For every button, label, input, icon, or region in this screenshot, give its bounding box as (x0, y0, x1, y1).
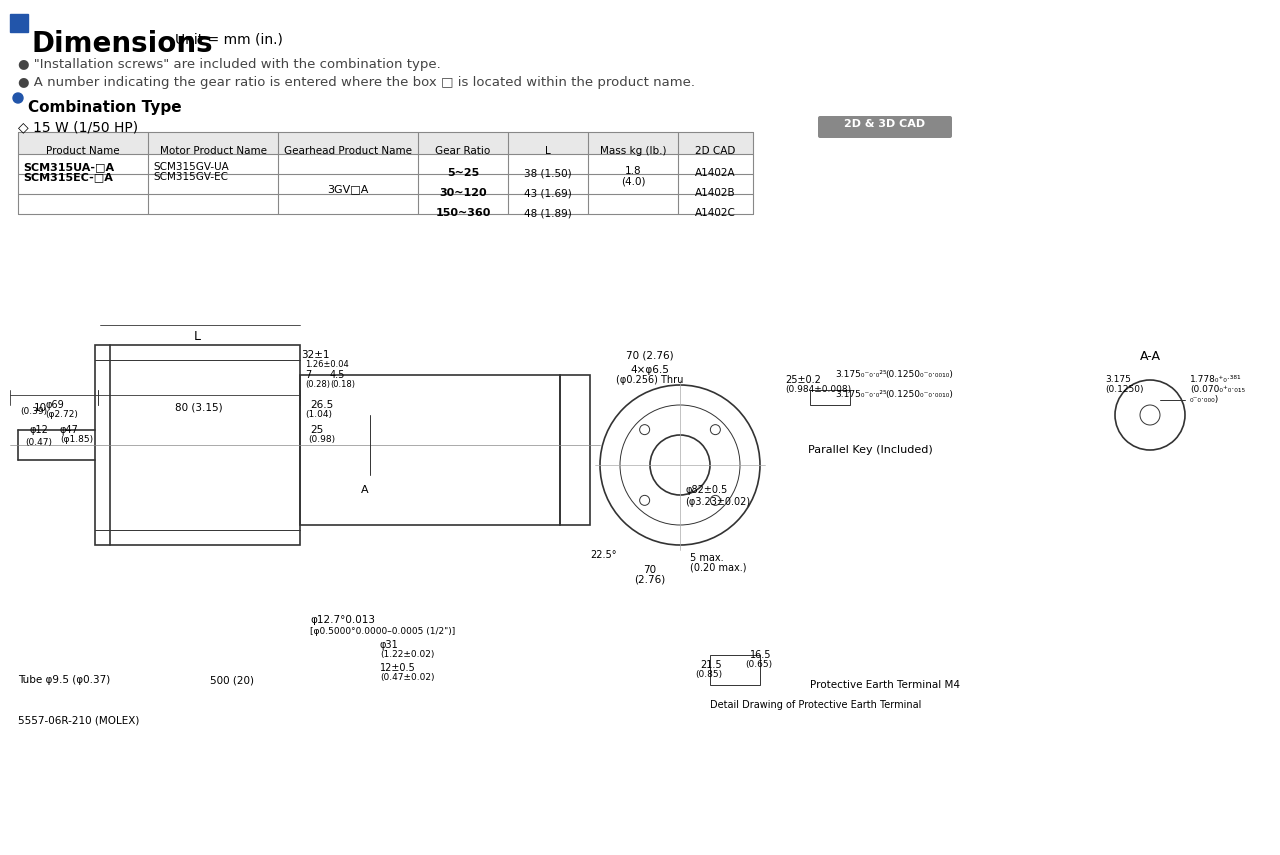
Text: SCM315UA-□A: SCM315UA-□A (23, 162, 114, 172)
Bar (810, 390, 850, 405)
Text: Detail Drawing of Protective Earth Terminal: Detail Drawing of Protective Earth Termi… (710, 700, 922, 710)
Text: (0.85): (0.85) (695, 670, 722, 679)
Text: 32±1: 32±1 (301, 350, 329, 360)
Bar (300, 375, 561, 525)
Text: (2.76): (2.76) (635, 575, 666, 585)
Text: 3GV□A: 3GV□A (328, 184, 369, 194)
Text: 150~360: 150~360 (435, 208, 490, 218)
Text: (0.1250₀⁻₀·₀₀₁₀): (0.1250₀⁻₀·₀₀₁₀) (884, 370, 952, 379)
Text: (0.1250): (0.1250) (1105, 385, 1143, 394)
Text: 1.778₀⁺₀·³⁸¹: 1.778₀⁺₀·³⁸¹ (1190, 375, 1242, 384)
Text: Product Name: Product Name (46, 146, 120, 156)
Text: (φ0.256) Thru: (φ0.256) Thru (616, 375, 684, 385)
Text: 5 max.: 5 max. (690, 553, 723, 563)
Text: Combination Type: Combination Type (28, 100, 182, 115)
Text: 25: 25 (310, 425, 324, 435)
Text: 38 (1.50): 38 (1.50) (525, 168, 572, 178)
Text: (0.18): (0.18) (330, 380, 355, 389)
Text: (φ1.85): (φ1.85) (60, 435, 93, 444)
Text: 3.175: 3.175 (1105, 375, 1130, 384)
Text: 3.175₀⁻₀·₀²⁵: 3.175₀⁻₀·₀²⁵ (835, 370, 887, 379)
Text: 10: 10 (33, 403, 46, 413)
Text: ● A number indicating the gear ratio is entered where the box □ is located withi: ● A number indicating the gear ratio is … (18, 76, 695, 89)
Text: 2D & 3D CAD: 2D & 3D CAD (845, 119, 925, 129)
Text: Parallel Key (Included): Parallel Key (Included) (808, 445, 932, 455)
Text: Mass kg (lb.): Mass kg (lb.) (600, 146, 667, 156)
Text: 500 (20): 500 (20) (210, 675, 253, 685)
Text: (0.47±0.02): (0.47±0.02) (380, 673, 434, 682)
Text: 26.5: 26.5 (310, 400, 333, 410)
Text: (0.1250₀⁻₀·₀₀₁₀): (0.1250₀⁻₀·₀₀₁₀) (884, 390, 952, 399)
Text: (0.20 max.): (0.20 max.) (690, 563, 746, 573)
Text: 4×φ6.5: 4×φ6.5 (631, 365, 669, 375)
Text: Protective Earth Terminal M4: Protective Earth Terminal M4 (810, 680, 960, 690)
Text: 7: 7 (305, 370, 311, 380)
Text: 21.5: 21.5 (700, 660, 722, 670)
Text: φ69: φ69 (45, 400, 64, 410)
Text: (0.98): (0.98) (308, 435, 335, 444)
Text: 70 (2.76): 70 (2.76) (626, 350, 673, 360)
Text: 1.8: 1.8 (625, 166, 641, 176)
Bar (18, 132, 753, 154)
Text: ₀⁻₀·₀₀₀): ₀⁻₀·₀₀₀) (1190, 395, 1220, 404)
Text: 22.5°: 22.5° (590, 550, 617, 560)
Text: (0.39): (0.39) (20, 407, 47, 416)
Text: (0.65): (0.65) (745, 660, 772, 669)
Text: A1402C: A1402C (695, 208, 736, 218)
Text: SCM315GV-UA: SCM315GV-UA (154, 162, 229, 172)
Text: 5557-06R-210 (MOLEX): 5557-06R-210 (MOLEX) (18, 715, 140, 725)
Text: SCM315GV-EC: SCM315GV-EC (154, 172, 228, 182)
Text: A: A (361, 485, 369, 495)
Text: 16.5: 16.5 (750, 650, 772, 660)
Bar (95, 345, 300, 545)
Text: (0.070₀⁺₀·₀₁₅: (0.070₀⁺₀·₀₁₅ (1190, 385, 1245, 394)
Text: (φ3.23±0.02): (φ3.23±0.02) (685, 497, 750, 507)
Text: (1.22±0.02): (1.22±0.02) (380, 650, 434, 659)
Text: SCM315EC-□A: SCM315EC-□A (23, 172, 113, 182)
Text: (0.47): (0.47) (26, 438, 52, 447)
Text: L: L (545, 146, 550, 156)
Text: Unit = mm (in.): Unit = mm (in.) (175, 33, 283, 47)
Circle shape (13, 93, 23, 103)
Text: φ31: φ31 (380, 640, 399, 650)
Text: 1.26±0.04: 1.26±0.04 (305, 360, 348, 369)
Text: Motor Product Name: Motor Product Name (160, 146, 266, 156)
Text: φ12.7°0.013: φ12.7°0.013 (310, 615, 375, 625)
Text: 4.5: 4.5 (330, 370, 346, 380)
Text: (φ2.72): (φ2.72) (45, 410, 78, 419)
Text: 43 (1.69): 43 (1.69) (524, 188, 572, 198)
Text: A1402A: A1402A (695, 168, 736, 178)
Text: (4.0): (4.0) (621, 176, 645, 186)
Text: (1.04): (1.04) (305, 410, 332, 419)
Text: Gear Ratio: Gear Ratio (435, 146, 490, 156)
Text: (0.28): (0.28) (305, 380, 330, 389)
Text: Tube φ9.5 (φ0.37): Tube φ9.5 (φ0.37) (18, 675, 110, 685)
Text: A-A: A-A (1139, 350, 1161, 363)
Text: 48 (1.89): 48 (1.89) (524, 208, 572, 218)
Text: ◇ 15 W (1/50 HP): ◇ 15 W (1/50 HP) (18, 120, 138, 134)
Text: [φ0.5000°0.0000–0.0005 (1/2")]: [φ0.5000°0.0000–0.0005 (1/2")] (310, 627, 456, 636)
Text: ● "Installation screws" are included with the combination type.: ● "Installation screws" are included wit… (18, 58, 440, 71)
Text: φ47: φ47 (60, 425, 79, 435)
Text: Dimensions: Dimensions (32, 30, 214, 58)
Text: A1402B: A1402B (695, 188, 736, 198)
Bar (710, 655, 760, 685)
Text: Gearhead Product Name: Gearhead Product Name (284, 146, 412, 156)
Text: 25±0.2: 25±0.2 (785, 375, 820, 385)
Text: 3.175₀⁻₀·₀²⁵: 3.175₀⁻₀·₀²⁵ (835, 390, 887, 399)
Text: φ12: φ12 (29, 425, 49, 435)
Text: 80 (3.15): 80 (3.15) (175, 403, 223, 413)
Text: 30~120: 30~120 (439, 188, 486, 198)
Text: 2D CAD: 2D CAD (695, 146, 736, 156)
Text: φ82±0.5: φ82±0.5 (685, 485, 727, 495)
Bar (10, 14, 28, 32)
Bar (561, 375, 590, 525)
FancyBboxPatch shape (818, 116, 952, 138)
Text: (0.984±0.008): (0.984±0.008) (785, 385, 851, 394)
Text: 12±0.5: 12±0.5 (380, 663, 416, 673)
Text: 5~25: 5~25 (447, 168, 479, 178)
Text: L: L (193, 330, 201, 343)
Text: 70: 70 (644, 565, 657, 575)
